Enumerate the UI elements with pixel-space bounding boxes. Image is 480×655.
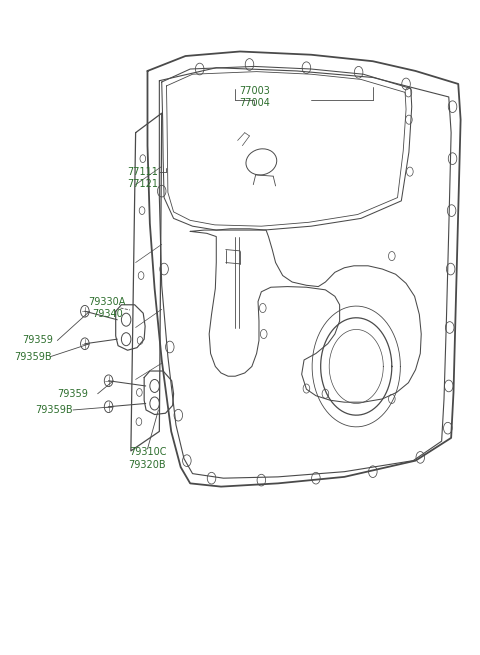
Text: 79359B: 79359B [14, 352, 52, 362]
Text: 77003
77004: 77003 77004 [239, 86, 270, 108]
Text: 79359: 79359 [22, 335, 53, 345]
Text: 79310C
79320B: 79310C 79320B [129, 447, 166, 470]
Text: 79359B: 79359B [35, 405, 72, 415]
Text: 79330A
79340: 79330A 79340 [88, 297, 126, 319]
Text: 77111
77121: 77111 77121 [127, 167, 158, 189]
Text: 79359: 79359 [57, 389, 88, 399]
